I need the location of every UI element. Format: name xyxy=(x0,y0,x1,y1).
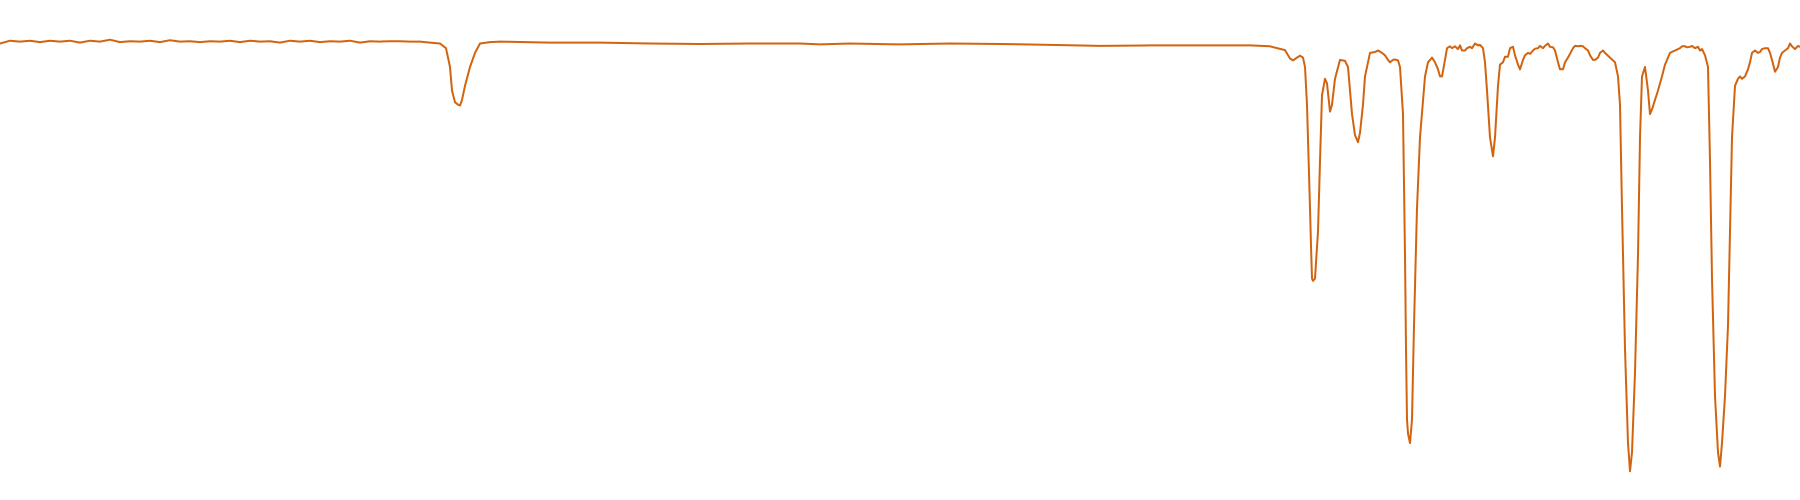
series-line xyxy=(0,38,1800,473)
